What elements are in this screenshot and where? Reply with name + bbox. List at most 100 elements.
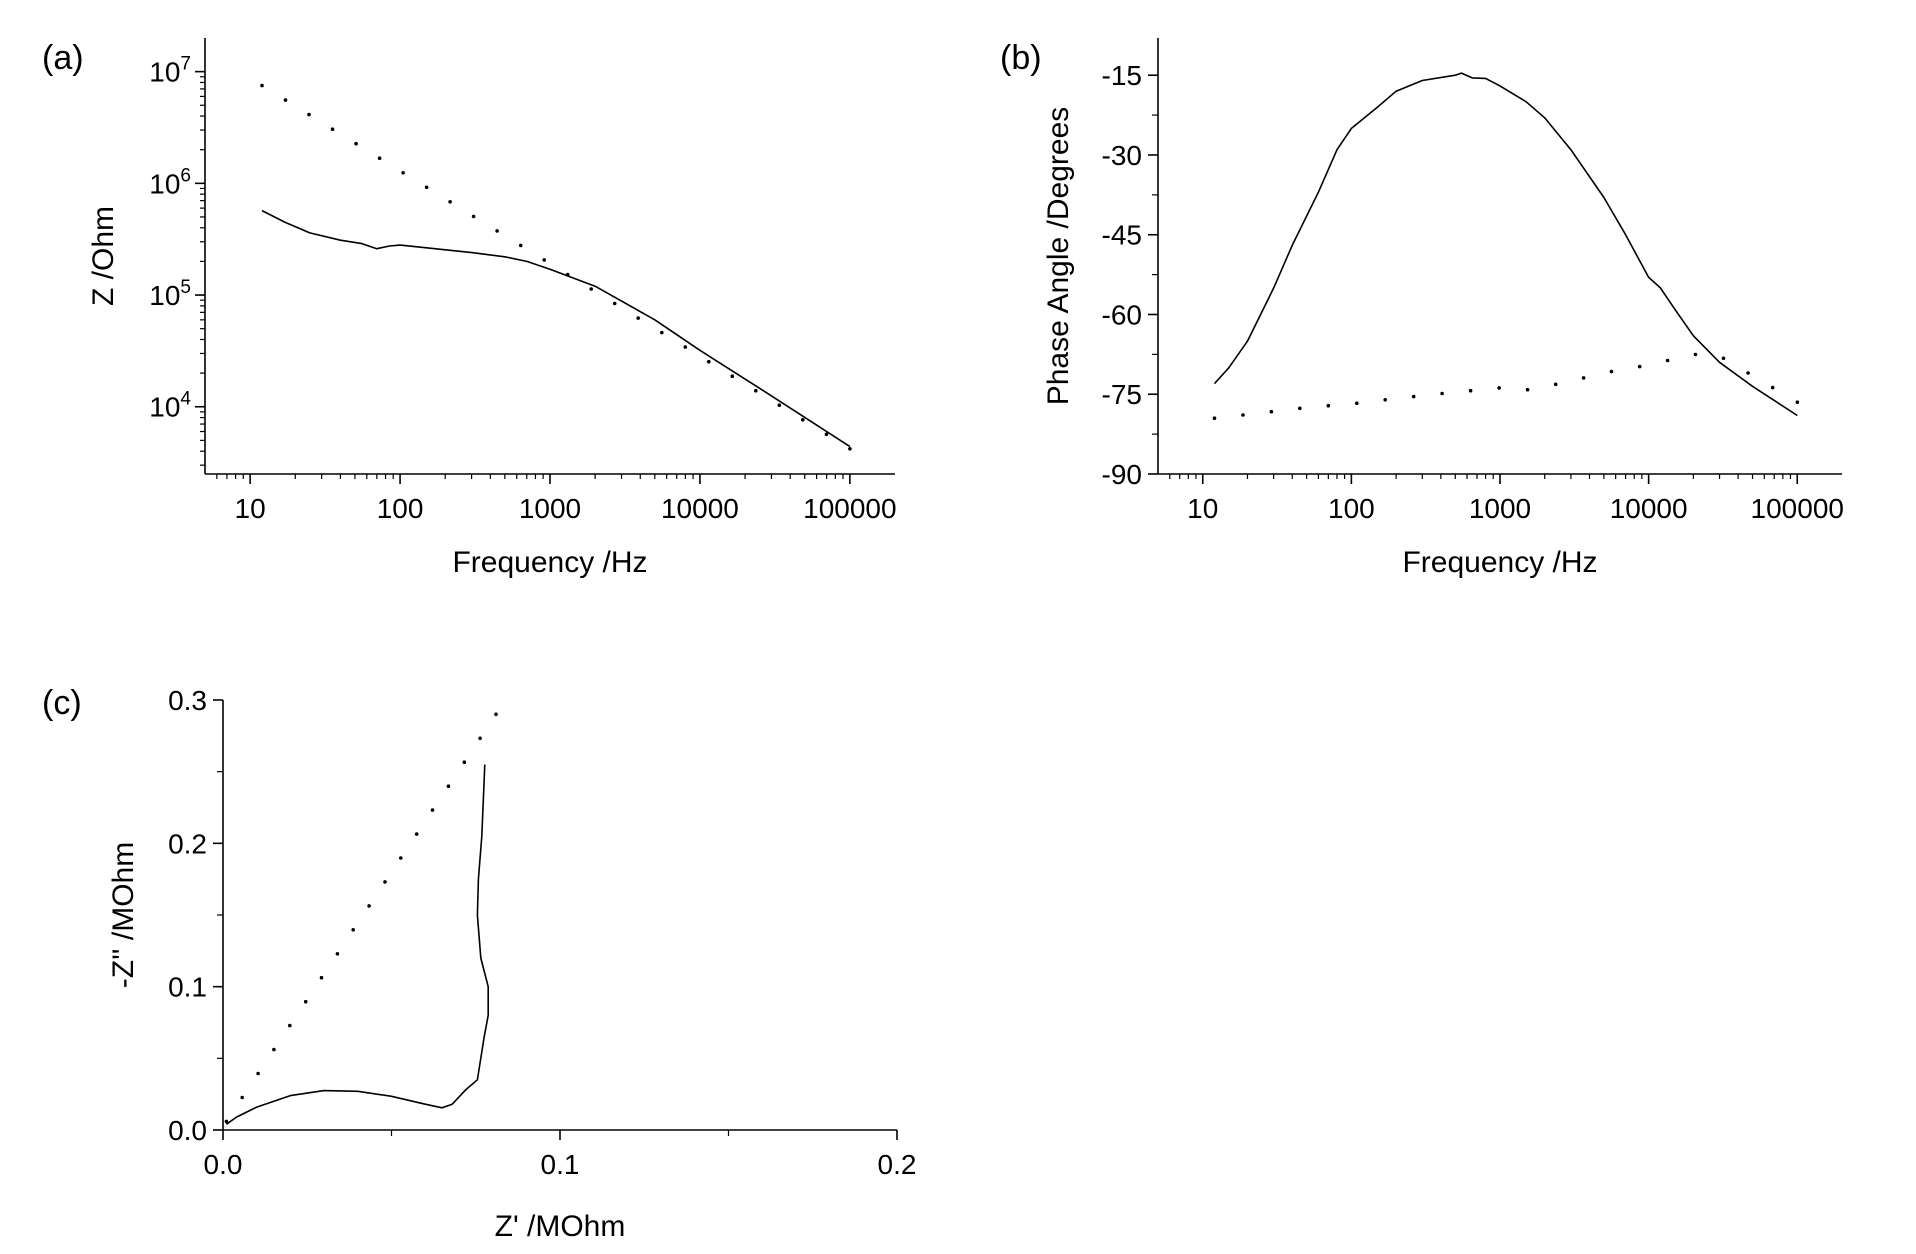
series-dotted-point bbox=[1746, 371, 1750, 375]
series-dotted-point bbox=[471, 214, 476, 219]
y-axis-title: Z /Ohm bbox=[87, 206, 120, 306]
series-dotted-point bbox=[256, 1071, 260, 1076]
series-dotted-point bbox=[1326, 403, 1331, 408]
y-tick-label: -90 bbox=[1102, 459, 1142, 490]
y-tick-label: 0.2 bbox=[168, 828, 207, 859]
x-tick-label: 100 bbox=[377, 493, 424, 524]
series-dotted-point bbox=[1770, 385, 1775, 390]
series-dotted-point bbox=[1693, 352, 1698, 357]
series-dotted-point bbox=[707, 359, 711, 364]
panel-label: (b) bbox=[1000, 39, 1042, 77]
series-dotted-point bbox=[1581, 376, 1586, 380]
series-dotted-point bbox=[283, 98, 288, 102]
x-tick-label: 1000 bbox=[519, 493, 581, 524]
panel-label: (c) bbox=[42, 684, 82, 722]
series-dotted-point bbox=[848, 447, 852, 451]
series-dotted-point bbox=[330, 127, 335, 131]
x-tick-label: 0.0 bbox=[204, 1149, 243, 1180]
x-tick-label: 10 bbox=[235, 493, 266, 524]
y-tick-label: 106 bbox=[149, 165, 191, 199]
series-dotted-point bbox=[1298, 406, 1302, 411]
series-dotted-point bbox=[424, 185, 429, 190]
series-dotted-point bbox=[260, 83, 264, 88]
series-dotted-point bbox=[1721, 356, 1726, 361]
series-dotted-point bbox=[303, 999, 308, 1004]
x-axis-title: Frequency /Hz bbox=[1402, 546, 1597, 579]
series-dotted-point bbox=[478, 736, 482, 741]
y-tick-label: -60 bbox=[1102, 299, 1142, 330]
series-dotted-point bbox=[1665, 358, 1670, 363]
series-dotted-point bbox=[1637, 364, 1642, 369]
y-tick-label: 0.1 bbox=[168, 972, 207, 1003]
series-dotted-point bbox=[307, 112, 311, 117]
series-dotted-point bbox=[1383, 398, 1387, 402]
y-tick-label: 0.3 bbox=[168, 685, 207, 716]
y-tick-label: 104 bbox=[149, 389, 191, 423]
x-tick-label: 1000 bbox=[1469, 493, 1531, 524]
x-tick-label: 100 bbox=[1328, 493, 1375, 524]
x-axis-title: Frequency /Hz bbox=[452, 546, 647, 579]
series-dotted-point bbox=[494, 712, 498, 717]
series-dotted-point bbox=[335, 952, 340, 956]
panel-c: (c) 0.0 0.1 0.2 0.0 0.1 0.2 0.3 Z' /MOhm -Z'' /MO… bbox=[42, 684, 916, 1243]
series-dotted-point bbox=[754, 388, 758, 393]
series-dotted-point bbox=[1411, 394, 1416, 399]
series-dotted-point bbox=[401, 171, 405, 175]
series-dotted-point bbox=[377, 156, 382, 160]
series-dotted-point bbox=[272, 1047, 276, 1052]
y-tick-label: 105 bbox=[149, 277, 191, 311]
series-dotted-point bbox=[1355, 401, 1359, 406]
series-dotted-point bbox=[446, 784, 451, 788]
series-dotted-point bbox=[1212, 416, 1217, 421]
series-dotted-point bbox=[636, 316, 640, 320]
x-tick-label: 100000 bbox=[1751, 493, 1844, 524]
series-dotted-point bbox=[224, 1119, 229, 1124]
series-dotted-point bbox=[518, 243, 523, 248]
panel-label: (a) bbox=[42, 39, 84, 77]
series-dotted-point bbox=[1497, 386, 1501, 390]
x-tick-label: 10000 bbox=[661, 493, 739, 524]
x-axis-title: Z' /MOhm bbox=[495, 1210, 626, 1243]
series-dotted-point bbox=[612, 301, 617, 306]
series-dotted-point bbox=[542, 258, 546, 262]
y-axis-title: -Z'' /MOhm bbox=[107, 842, 140, 988]
x-tick-label: 10000 bbox=[1610, 493, 1688, 524]
panel-a: (a) 10 100 1000 10000 100000 104 105 106 107 Frequ… bbox=[42, 38, 897, 579]
y-tick-label: -45 bbox=[1102, 220, 1142, 251]
y-tick-label: -75 bbox=[1102, 379, 1142, 410]
series-dotted-point bbox=[683, 345, 688, 349]
series-dotted-point bbox=[660, 330, 664, 335]
series-solid-line bbox=[261, 209, 851, 448]
series-dotted-point bbox=[354, 141, 358, 146]
y-tick-label: -15 bbox=[1102, 60, 1142, 91]
y-tick-label: 0.0 bbox=[168, 1115, 207, 1146]
series-dotted-point bbox=[801, 418, 805, 422]
series-dotted-point bbox=[777, 403, 782, 408]
x-tick-label: 0.2 bbox=[878, 1149, 917, 1180]
series-dotted-point bbox=[495, 229, 499, 233]
series-dotted-point bbox=[1795, 400, 1800, 405]
series-dotted-point bbox=[1269, 409, 1274, 414]
series-dotted-point bbox=[351, 928, 356, 932]
x-tick-label: 0.1 bbox=[541, 1149, 580, 1180]
series-dotted-point bbox=[1440, 391, 1444, 396]
y-tick-label: 107 bbox=[149, 54, 191, 88]
panel-b: (b) 10 100 1000 10000 100000 -15 -30 -45 -60 -75 -9… bbox=[1000, 38, 1844, 579]
series-dotted-point bbox=[1553, 382, 1558, 387]
series-dotted-point bbox=[319, 975, 324, 980]
y-axis-title: Phase Angle /Degrees bbox=[1042, 107, 1075, 406]
x-tick-label: 10 bbox=[1187, 493, 1218, 524]
series-dotted-point bbox=[824, 432, 829, 437]
x-tick-label: 100000 bbox=[803, 493, 896, 524]
series-dotted-point bbox=[430, 808, 435, 812]
series-dotted-point bbox=[565, 272, 570, 277]
series-dotted-point bbox=[399, 856, 403, 860]
series-dotted-point bbox=[1468, 388, 1473, 393]
series-solid-line bbox=[1213, 72, 1798, 417]
series-dotted-point bbox=[589, 287, 593, 291]
series-dotted-point bbox=[448, 200, 452, 204]
series-dotted-point bbox=[414, 832, 419, 836]
series-dotted-point bbox=[383, 880, 387, 884]
series-dotted-point bbox=[462, 760, 467, 764]
